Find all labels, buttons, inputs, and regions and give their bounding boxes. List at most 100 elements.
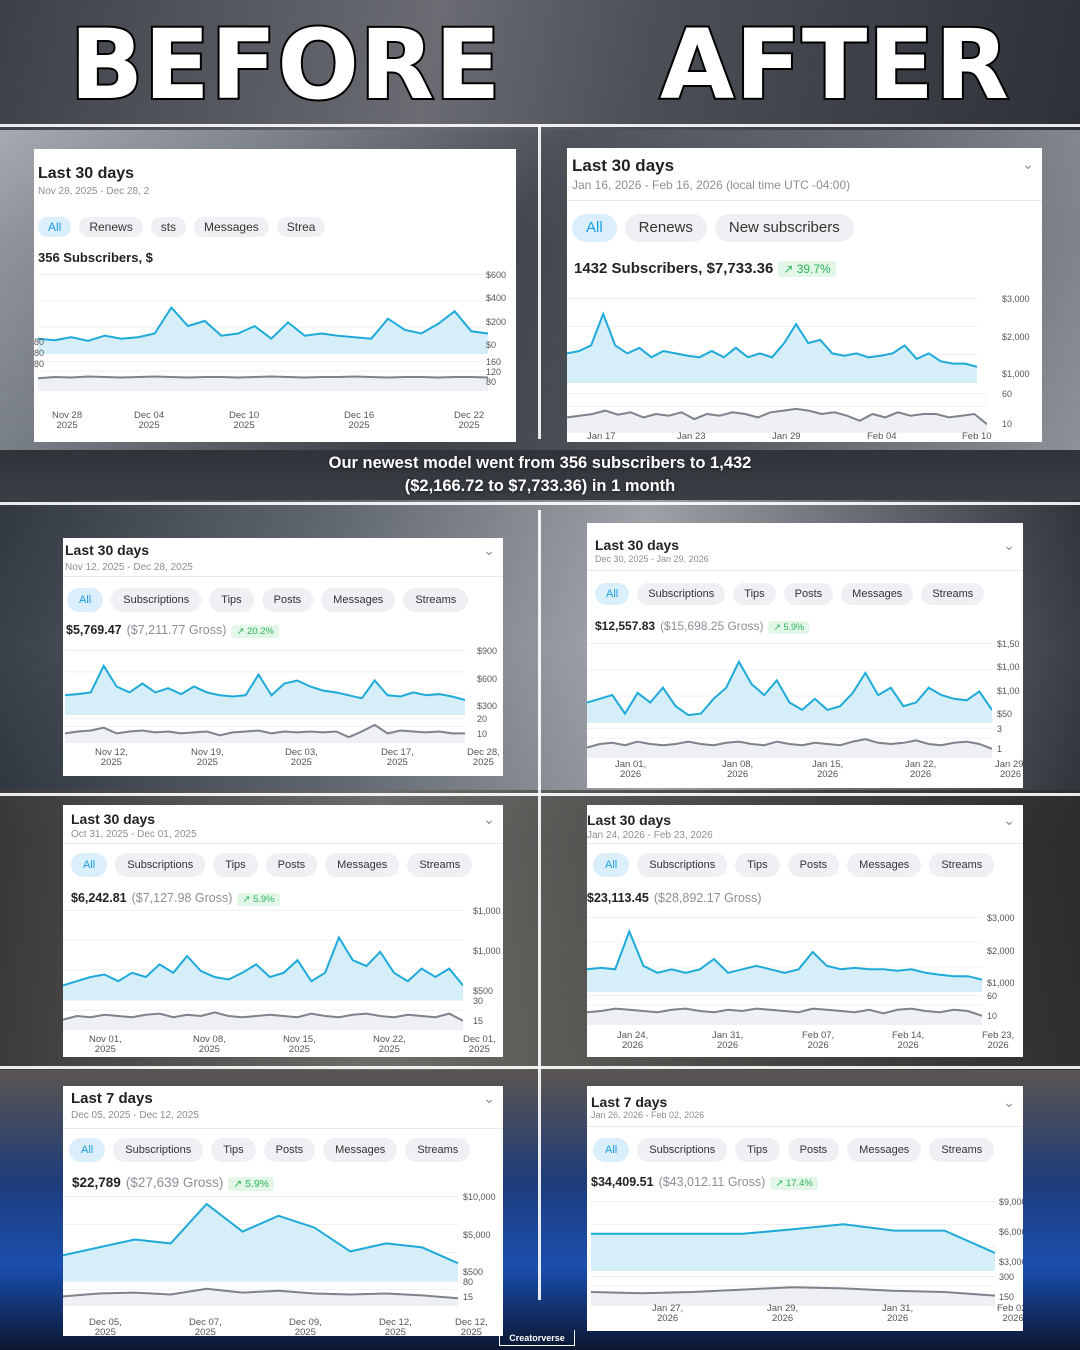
x-axis-label: Feb 07, 2026 (802, 1030, 835, 1051)
tab-tips[interactable]: Tips (733, 583, 776, 605)
y-axis-label: $3,000 (987, 913, 1015, 923)
trend-up-icon: ↗ (242, 894, 253, 905)
earnings-summary: $5,769.47 ($7,211.77 Gross) ↗ 20.2% (66, 623, 279, 638)
series-line (587, 659, 992, 717)
change-value: 5.9% (245, 1178, 270, 1190)
x-axis-label: Nov 12, 2025 (95, 747, 128, 768)
tab-tips[interactable]: Tips (211, 1138, 256, 1162)
tab-messages[interactable]: Messages (323, 1138, 398, 1162)
tab-all[interactable]: All (38, 217, 72, 237)
tab-renews[interactable]: Renews (79, 217, 143, 237)
change-badge: ↗ 17.4% (770, 1177, 818, 1190)
series-line (591, 1286, 995, 1297)
subscribers-chart (63, 1000, 463, 1030)
y-axis-label: $1,000 (473, 946, 501, 956)
tab-all[interactable]: All (593, 1138, 630, 1162)
tab-subscriptions[interactable]: Subscriptions (637, 583, 726, 605)
tab-strea[interactable]: Strea (276, 217, 326, 237)
change-value: 5.9% (783, 622, 805, 632)
tab-posts[interactable]: Posts (787, 853, 840, 877)
tab-all[interactable]: All (71, 853, 108, 877)
tab-subscriptions[interactable]: Subscriptions (113, 1138, 204, 1162)
tab-all[interactable]: All (69, 1138, 106, 1162)
earnings-summary: $22,789 ($27,639 Gross) ↗ 5.9% (72, 1175, 275, 1191)
tab-posts[interactable]: Posts (787, 1138, 840, 1162)
tab-all[interactable]: All (595, 583, 630, 605)
series-area (587, 739, 992, 758)
date-range: Jan 26, 2026 - Feb 02, 2026 (591, 1110, 705, 1120)
series-line (587, 1007, 982, 1017)
chevron-down-icon[interactable]: ⌄ (483, 542, 495, 558)
header-separator (63, 843, 503, 844)
x-axis-label: Jan 29, 2026 (767, 1303, 799, 1324)
tab-subscriptions[interactable]: Subscriptions (111, 588, 202, 612)
gross-amount: ($15,698.25 Gross) (660, 619, 764, 633)
y-axis-label: 80 (34, 359, 45, 369)
tab-subscriptions[interactable]: Subscriptions (115, 853, 206, 877)
tab-streams[interactable]: Streams (403, 588, 469, 612)
y-axis-label: 20 (477, 714, 488, 724)
chevron-down-icon[interactable]: ⌄ (1003, 1094, 1015, 1110)
series-line (63, 1011, 463, 1022)
tab-tips[interactable]: Tips (735, 1138, 780, 1162)
tab-renews[interactable]: Renews (624, 214, 707, 242)
tab-messages[interactable]: Messages (325, 853, 400, 877)
series-area (587, 661, 992, 723)
tab-streams[interactable]: Streams (929, 1138, 995, 1162)
tab-posts[interactable]: Posts (263, 1138, 316, 1162)
header-separator (587, 1126, 1023, 1127)
tab-posts[interactable]: Posts (261, 588, 314, 612)
tab-messages[interactable]: Messages (321, 588, 396, 612)
summary-amount: $23,113.45 (587, 891, 649, 905)
tab-streams[interactable]: Streams (929, 853, 995, 877)
chevron-down-icon[interactable]: ⌄ (1022, 156, 1034, 172)
tab-all[interactable]: All (572, 214, 617, 242)
tab-new-subscribers[interactable]: New subscribers (714, 214, 854, 242)
chevron-down-icon[interactable]: ⌄ (1003, 812, 1015, 828)
tab-subscriptions[interactable]: Subscriptions (637, 1138, 728, 1162)
tab-messages[interactable]: Messages (841, 583, 914, 605)
change-value: 5.9% (252, 894, 275, 905)
x-axis-label: Dec 05, 2025 (89, 1317, 122, 1337)
chevron-down-icon[interactable]: ⌄ (483, 1090, 495, 1106)
card-title: Last 7 days (71, 1090, 153, 1107)
tab-subscriptions[interactable]: Subscriptions (637, 853, 728, 877)
tab-all[interactable]: All (593, 853, 630, 877)
earnings-chart (63, 1196, 458, 1281)
x-axis-label: Feb 02, 2026 (997, 1303, 1023, 1324)
x-axis-label: Nov 15, 2025 (283, 1034, 316, 1055)
tab-posts[interactable]: Posts (265, 853, 318, 877)
tab-streams[interactable]: Streams (407, 853, 473, 877)
subscribers-chart (38, 361, 488, 391)
series-line (567, 407, 987, 425)
tab-tips[interactable]: Tips (735, 853, 780, 877)
y-axis-label: 60 (987, 991, 998, 1001)
tab-streams[interactable]: Streams (405, 1138, 471, 1162)
x-axis-label: Jan 31, 2026 (712, 1030, 744, 1051)
tab-all[interactable]: All (67, 588, 104, 612)
y-axis-label: 80 (463, 1277, 474, 1287)
y-axis-label: $10,000 (463, 1192, 496, 1202)
summary-amount: 1432 Subscribers, $7,733.36 (574, 260, 774, 277)
x-axis-label: Jan 24, 2026 (617, 1030, 649, 1051)
tab-posts[interactable]: Posts (783, 583, 834, 605)
y-axis-label: 15 (463, 1292, 474, 1302)
series-area (65, 665, 465, 715)
chevron-down-icon[interactable]: ⌄ (1003, 537, 1015, 553)
tab-tips[interactable]: Tips (213, 853, 258, 877)
y-axis-label: $50 (997, 709, 1013, 719)
series-area (63, 1204, 458, 1281)
tab-streams[interactable]: Streams (921, 583, 985, 605)
tab-messages[interactable]: Messages (847, 1138, 922, 1162)
earnings-card-6: Last 30 days Jan 24, 2026 - Feb 23, 2026 ⌄… (587, 805, 1023, 1057)
tab-sts[interactable]: sts (150, 217, 187, 237)
tab-tips[interactable]: Tips (209, 588, 254, 612)
tab-messages[interactable]: Messages (194, 217, 269, 237)
earnings-chart (63, 910, 463, 1000)
x-axis-label: Dec 09, 2025 (289, 1317, 322, 1337)
chevron-down-icon[interactable]: ⌄ (483, 811, 495, 827)
subscribers-chart (587, 728, 992, 758)
change-badge: ↗ 20.2% (231, 625, 279, 638)
tab-messages[interactable]: Messages (847, 853, 922, 877)
date-range: Dec 30, 2025 - Jan 29, 2026 (595, 554, 709, 564)
